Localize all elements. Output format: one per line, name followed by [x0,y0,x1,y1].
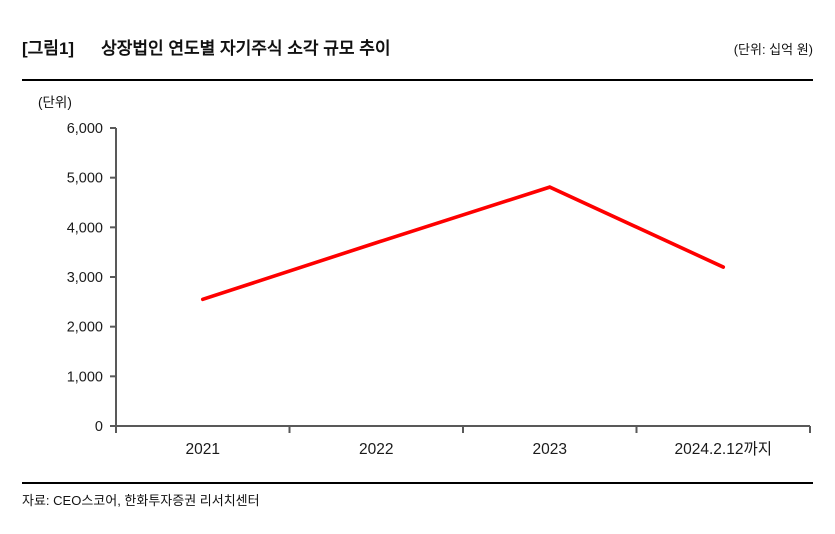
data-line-자기주식 소각 규모 [200,185,726,302]
y-axis-tick-label: 0 [95,419,103,435]
x-axis-tick-label: 2024.2.12까지 [675,440,772,458]
x-axis-tick-label: 2022 [359,441,393,458]
y-axis-unit-label: (단위) [38,95,72,110]
figure-label: [그림1] [22,39,75,58]
x-axis-tick-label: 2021 [186,441,220,458]
y-axis-tick-label: 1,000 [67,369,103,385]
figure-title: 상장법인 연도별 자기주식 소각 규모 추이 [101,39,391,58]
source-note: 자료: CEO스코어, 한화투자증권 리서치센터 [22,493,260,508]
y-axis-tick-label: 5,000 [67,171,103,187]
y-axis-tick-label: 3,000 [67,270,103,286]
y-axis-tick-label: 2,000 [67,320,103,336]
x-axis-tick-label: 2023 [533,441,567,458]
y-axis-tick-label: 6,000 [67,121,103,137]
header-divider [22,79,813,81]
y-axis-tick-label: 4,000 [67,220,103,236]
unit-note: (단위: 십억 원) [733,42,813,57]
figure-header: [그림1] 상장법인 연도별 자기주식 소각 규모 추이 (단위: 십억 원) [22,34,813,59]
footer-divider [22,482,813,484]
